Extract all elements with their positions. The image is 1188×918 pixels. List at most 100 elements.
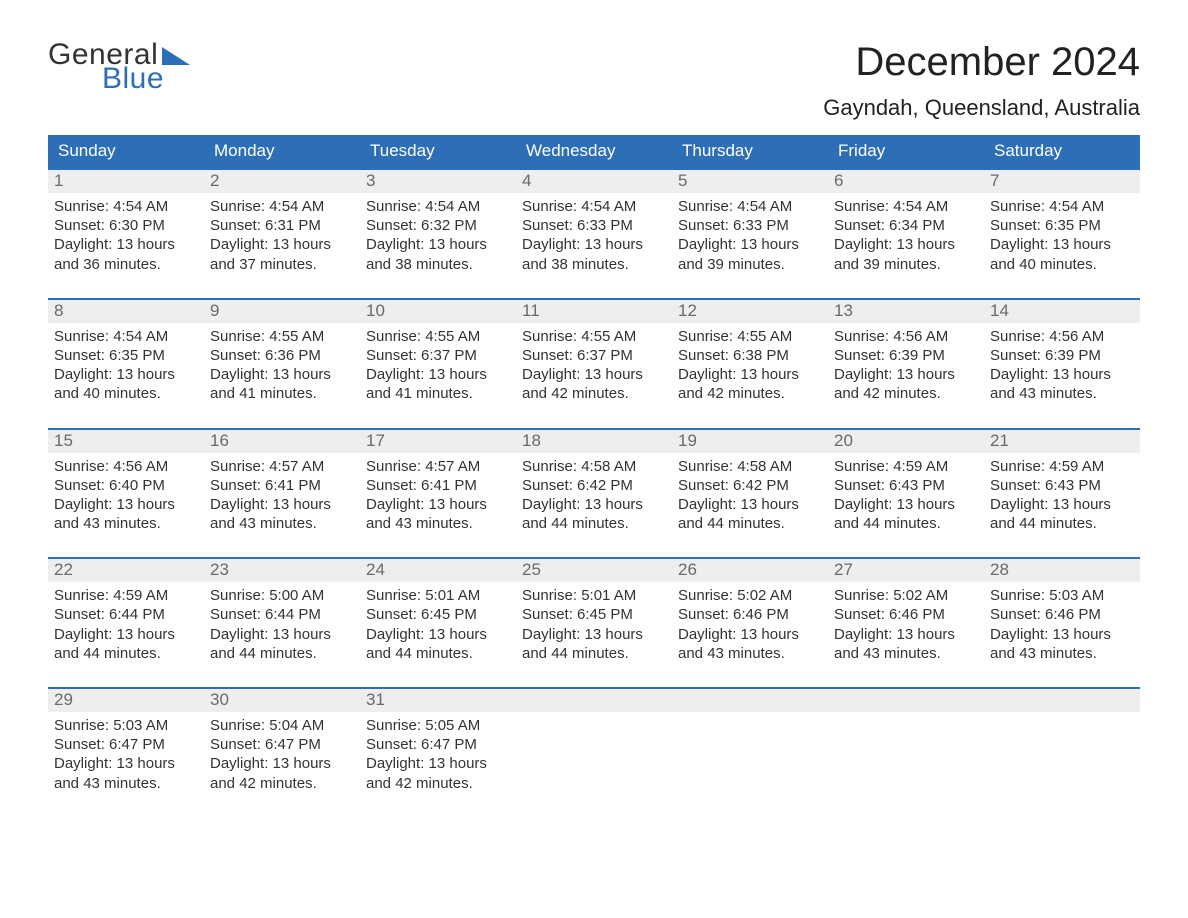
day-number: 12 [672,300,828,323]
daylight-line-1: Daylight: 13 hours [522,625,666,644]
day-number: 27 [828,559,984,582]
day-lines: Sunrise: 5:04 AMSunset: 6:47 PMDaylight:… [204,712,360,793]
day-lines: Sunrise: 4:54 AMSunset: 6:35 PMDaylight:… [48,323,204,404]
daylight-line-2: and 44 minutes. [522,514,666,533]
logo: General Blue [48,40,190,94]
daylight-line-1: Daylight: 13 hours [834,365,978,384]
logo-triangle-icon [162,45,190,65]
sunset-line: Sunset: 6:47 PM [54,735,198,754]
daylight-line-2: and 43 minutes. [678,644,822,663]
calendar-cell: 4Sunrise: 4:54 AMSunset: 6:33 PMDaylight… [516,168,672,274]
daylight-line-2: and 44 minutes. [54,644,198,663]
daynum-strip: 14 [984,298,1140,323]
day-lines: Sunrise: 4:54 AMSunset: 6:32 PMDaylight:… [360,193,516,274]
daylight-line-2: and 37 minutes. [210,255,354,274]
dow-saturday: Saturday [984,135,1140,168]
sunset-line: Sunset: 6:40 PM [54,476,198,495]
day-lines: Sunrise: 4:54 AMSunset: 6:35 PMDaylight:… [984,193,1140,274]
calendar: SundayMondayTuesdayWednesdayThursdayFrid… [48,135,1140,793]
daylight-line-2: and 44 minutes. [210,644,354,663]
sunset-line: Sunset: 6:30 PM [54,216,198,235]
day-number: 19 [672,430,828,453]
sunset-line: Sunset: 6:41 PM [366,476,510,495]
sunset-line: Sunset: 6:41 PM [210,476,354,495]
calendar-cell: 1Sunrise: 4:54 AMSunset: 6:30 PMDaylight… [48,168,204,274]
daylight-line-2: and 43 minutes. [210,514,354,533]
daynum-strip: 26 [672,557,828,582]
day-lines: Sunrise: 4:57 AMSunset: 6:41 PMDaylight:… [204,453,360,534]
calendar-cell: . [828,687,984,793]
daylight-line-1: Daylight: 13 hours [678,625,822,644]
daylight-line-2: and 36 minutes. [54,255,198,274]
day-lines: Sunrise: 4:59 AMSunset: 6:43 PMDaylight:… [828,453,984,534]
sunset-line: Sunset: 6:35 PM [990,216,1134,235]
calendar-cell: 29Sunrise: 5:03 AMSunset: 6:47 PMDayligh… [48,687,204,793]
daylight-line-2: and 40 minutes. [990,255,1134,274]
daynum-strip: 13 [828,298,984,323]
day-number: 17 [360,430,516,453]
day-lines: Sunrise: 5:02 AMSunset: 6:46 PMDaylight:… [672,582,828,663]
day-number: 31 [360,689,516,712]
day-lines: Sunrise: 5:01 AMSunset: 6:45 PMDaylight:… [516,582,672,663]
location: Gayndah, Queensland, Australia [823,95,1140,121]
sunrise-line: Sunrise: 4:54 AM [834,197,978,216]
daylight-line-2: and 40 minutes. [54,384,198,403]
daylight-line-2: and 44 minutes. [990,514,1134,533]
sunset-line: Sunset: 6:47 PM [210,735,354,754]
daylight-line-1: Daylight: 13 hours [366,235,510,254]
sunrise-line: Sunrise: 4:59 AM [990,457,1134,476]
daynum-strip: 9 [204,298,360,323]
sunset-line: Sunset: 6:39 PM [834,346,978,365]
daynum-strip: . [516,687,672,712]
daynum-strip: . [828,687,984,712]
sunrise-line: Sunrise: 4:55 AM [210,327,354,346]
daylight-line-2: and 43 minutes. [990,644,1134,663]
daylight-line-1: Daylight: 13 hours [990,235,1134,254]
day-number: 10 [360,300,516,323]
day-number: 16 [204,430,360,453]
day-number: 29 [48,689,204,712]
calendar-cell: 16Sunrise: 4:57 AMSunset: 6:41 PMDayligh… [204,428,360,534]
daynum-strip: 29 [48,687,204,712]
sunset-line: Sunset: 6:44 PM [54,605,198,624]
calendar-cell: 22Sunrise: 4:59 AMSunset: 6:44 PMDayligh… [48,557,204,663]
calendar-cell: 30Sunrise: 5:04 AMSunset: 6:47 PMDayligh… [204,687,360,793]
day-lines: Sunrise: 5:05 AMSunset: 6:47 PMDaylight:… [360,712,516,793]
day-lines: Sunrise: 5:03 AMSunset: 6:47 PMDaylight:… [48,712,204,793]
daynum-strip: 27 [828,557,984,582]
daynum-strip: 2 [204,168,360,193]
sunrise-line: Sunrise: 4:54 AM [54,327,198,346]
daynum-strip: . [984,687,1140,712]
day-lines: Sunrise: 4:54 AMSunset: 6:31 PMDaylight:… [204,193,360,274]
daynum-strip: 24 [360,557,516,582]
day-lines: Sunrise: 4:55 AMSunset: 6:37 PMDaylight:… [516,323,672,404]
daylight-line-1: Daylight: 13 hours [210,365,354,384]
daylight-line-2: and 42 minutes. [678,384,822,403]
sunrise-line: Sunrise: 4:57 AM [210,457,354,476]
day-lines: Sunrise: 4:57 AMSunset: 6:41 PMDaylight:… [360,453,516,534]
sunrise-line: Sunrise: 4:58 AM [678,457,822,476]
sunset-line: Sunset: 6:34 PM [834,216,978,235]
daylight-line-2: and 43 minutes. [54,514,198,533]
day-number: 2 [204,170,360,193]
dow-friday: Friday [828,135,984,168]
day-number: 20 [828,430,984,453]
calendar-cell: 23Sunrise: 5:00 AMSunset: 6:44 PMDayligh… [204,557,360,663]
day-lines: Sunrise: 4:54 AMSunset: 6:30 PMDaylight:… [48,193,204,274]
daylight-line-1: Daylight: 13 hours [54,495,198,514]
daylight-line-1: Daylight: 13 hours [522,235,666,254]
day-number: 26 [672,559,828,582]
daylight-line-1: Daylight: 13 hours [210,754,354,773]
daylight-line-2: and 38 minutes. [366,255,510,274]
day-lines: Sunrise: 4:59 AMSunset: 6:44 PMDaylight:… [48,582,204,663]
daynum-strip: 11 [516,298,672,323]
sunset-line: Sunset: 6:47 PM [366,735,510,754]
daylight-line-1: Daylight: 13 hours [834,625,978,644]
sunrise-line: Sunrise: 4:56 AM [54,457,198,476]
calendar-cell: 7Sunrise: 4:54 AMSunset: 6:35 PMDaylight… [984,168,1140,274]
header: General Blue December 2024 Gayndah, Quee… [48,40,1140,121]
sunset-line: Sunset: 6:45 PM [366,605,510,624]
sunrise-line: Sunrise: 4:56 AM [834,327,978,346]
sunrise-line: Sunrise: 5:01 AM [366,586,510,605]
sunset-line: Sunset: 6:32 PM [366,216,510,235]
